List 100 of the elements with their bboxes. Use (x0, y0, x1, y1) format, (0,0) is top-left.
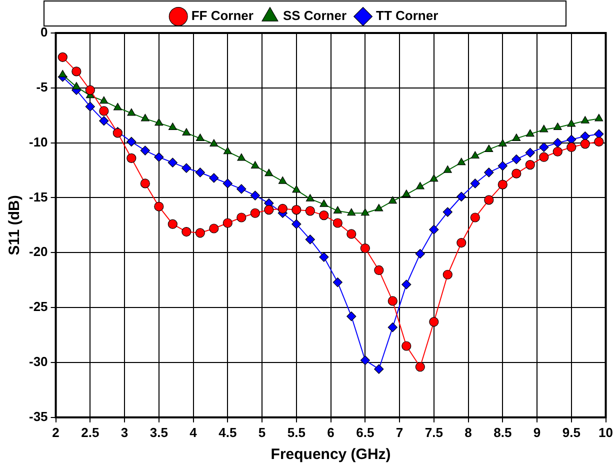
point (346, 229, 356, 239)
point (236, 184, 246, 194)
x-axis-title: Frequency (GHz) (270, 446, 391, 464)
x-tick-label: 6 (327, 424, 334, 440)
point (85, 85, 95, 95)
point (182, 226, 192, 237)
point (498, 161, 508, 171)
point (99, 116, 109, 126)
y-tick-label: -30 (28, 354, 48, 370)
y-tick-label: -5 (36, 79, 48, 94)
point (430, 174, 438, 182)
point (470, 151, 480, 159)
point (429, 317, 439, 327)
y-tick-label: 0 (40, 24, 48, 40)
y-tick-label: -15 (28, 189, 48, 204)
point (457, 158, 466, 166)
point (182, 128, 191, 136)
point (278, 204, 288, 214)
point (580, 139, 590, 149)
point (332, 278, 342, 288)
x-tick-label: 5 (258, 424, 266, 440)
point (319, 210, 329, 220)
point (484, 195, 494, 205)
x-tick-label: 3 (120, 424, 128, 440)
point (250, 161, 260, 168)
y-tick-label: -20 (28, 244, 48, 260)
point (196, 134, 204, 141)
point (209, 224, 219, 234)
point (72, 82, 81, 90)
y-tick-label: -35 (28, 408, 48, 424)
point (222, 178, 232, 188)
point (347, 208, 356, 216)
point (182, 163, 192, 173)
point (278, 176, 287, 184)
point (580, 131, 590, 142)
point (470, 212, 480, 222)
point (264, 168, 274, 176)
point (360, 355, 370, 366)
point (264, 205, 274, 215)
y-tick-label: -25 (28, 299, 48, 314)
point (567, 119, 576, 127)
point (442, 270, 452, 280)
point (154, 118, 164, 126)
point (250, 190, 260, 200)
point (512, 134, 521, 141)
x-tick-label: 3.5 (150, 424, 168, 440)
point (319, 252, 329, 262)
point (85, 102, 95, 112)
point (512, 168, 522, 178)
legend-label: SS Corner (282, 8, 347, 24)
point (374, 364, 384, 374)
y-tick-label: -10 (28, 134, 48, 150)
point (346, 312, 356, 322)
point (402, 280, 412, 290)
point (223, 146, 232, 154)
point (360, 243, 370, 254)
point (416, 182, 424, 190)
point (237, 153, 246, 161)
point (539, 152, 549, 162)
x-tick-label: 6.5 (356, 424, 374, 440)
point (594, 114, 604, 122)
point (58, 52, 68, 62)
x-tick-label: 7 (396, 424, 404, 440)
point (540, 124, 548, 132)
point (388, 322, 398, 332)
point (443, 165, 452, 173)
point (222, 218, 232, 228)
point (195, 168, 205, 178)
point (484, 144, 494, 152)
x-tick-label: 2.5 (81, 424, 100, 440)
point (306, 194, 314, 202)
point (236, 212, 246, 222)
point (566, 142, 576, 152)
point (154, 152, 164, 162)
point (140, 178, 150, 188)
point (126, 153, 136, 164)
point (333, 206, 342, 214)
point (113, 102, 122, 110)
point (72, 66, 82, 76)
point (429, 224, 439, 234)
point (168, 122, 177, 130)
point (512, 154, 522, 164)
point (470, 178, 480, 188)
point (292, 185, 301, 193)
point (402, 190, 411, 197)
point (415, 248, 425, 259)
point (100, 96, 108, 104)
point (140, 114, 150, 122)
point (553, 122, 562, 130)
point (305, 206, 315, 216)
point (209, 173, 219, 183)
x-tick-label: 4.5 (218, 424, 237, 440)
point (388, 296, 398, 306)
point (525, 160, 535, 170)
point (498, 139, 507, 146)
point (566, 134, 576, 144)
x-tick-label: 5.5 (287, 424, 306, 440)
point (484, 168, 494, 178)
point (320, 200, 328, 207)
point (154, 202, 164, 212)
